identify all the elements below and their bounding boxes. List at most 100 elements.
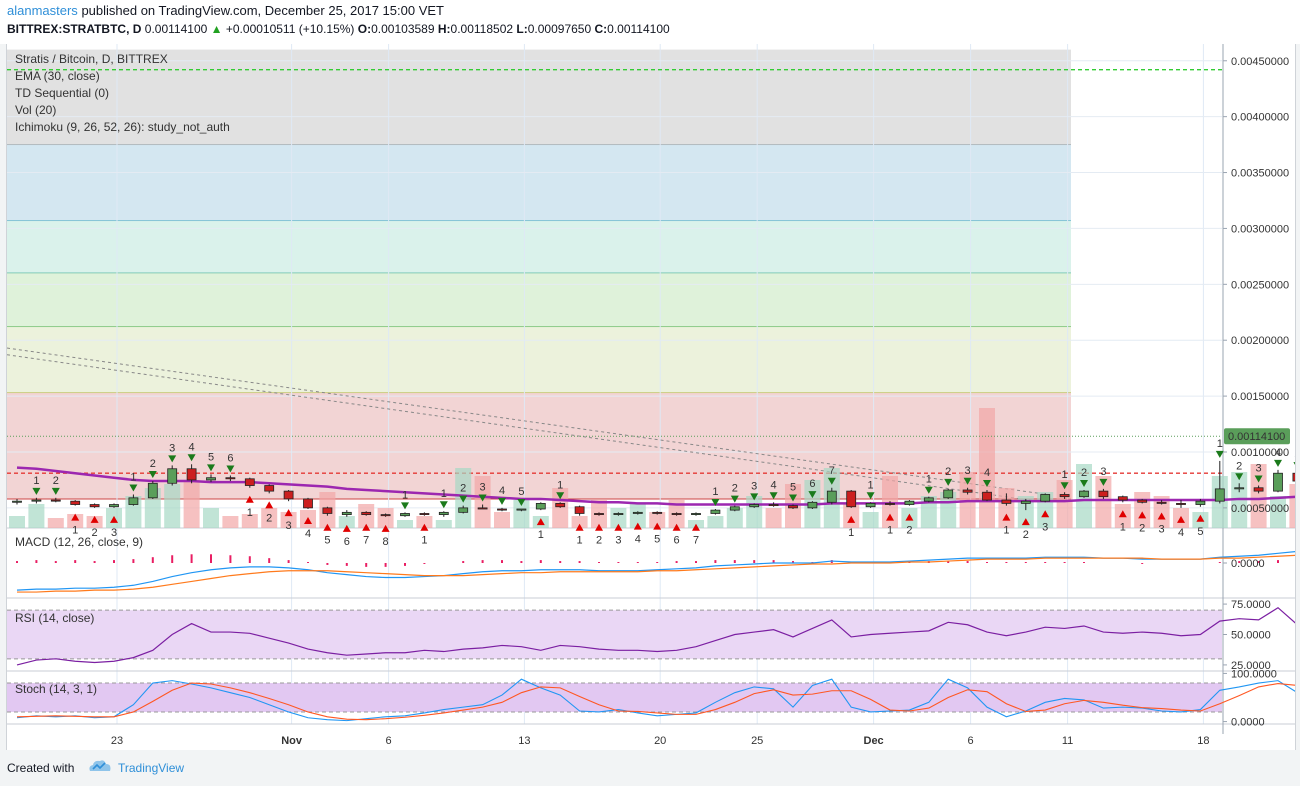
td-count-label: 5 [518,486,524,498]
time-tick-label: 23 [111,735,123,747]
td-count-label: 5 [654,534,660,546]
candle-body [1020,500,1031,504]
td-buy-arrow-icon [90,515,99,523]
td-count-label: 2 [732,483,738,495]
td-sell-arrow-icon [1215,450,1224,458]
fib-zone-1 [7,144,1071,221]
stoch-legend[interactable]: Stoch (14, 3, 1) [15,682,98,696]
td-sell-arrow-icon [924,486,933,494]
candle-body [1059,494,1070,498]
td-count-label: 1 [421,535,427,547]
td-sell-arrow-icon [808,491,817,499]
stoch-tick-label: 0.0000 [1231,717,1265,729]
volume-bar [9,516,25,528]
rsi-tick-label: 50.0000 [1231,630,1271,642]
volume-bar [203,508,219,528]
candle-body [768,504,779,507]
td-count-label: 1 [1217,438,1223,450]
legend-study-vol[interactable]: Vol (20) [15,103,57,117]
rsi-tick-label: 25.0000 [1231,660,1271,672]
volume-bar [377,508,394,528]
td-count-label: 3 [1100,466,1106,478]
volume-bar [1250,464,1267,528]
td-count-label: 1 [1062,469,1068,481]
volume-bar [649,512,666,528]
tradingview-link[interactable]: TradingView [118,761,185,775]
td-count-label: 2 [596,535,602,547]
td-count-label: 1 [1003,525,1009,537]
legend-study-ema[interactable]: EMA (30, close) [15,69,100,83]
td-buy-arrow-icon [265,501,274,509]
price-tick-label: 0.00200000 [1231,335,1289,347]
rsi-legend[interactable]: RSI (14, close) [15,611,95,625]
header-bar: alanmasters published on TradingView.com… [0,0,1300,44]
legend-study-td[interactable]: TD Sequential (0) [15,86,110,100]
td-count-label: 3 [286,520,292,532]
candle-body [535,503,546,510]
td-buy-arrow-icon [245,495,254,503]
td-buy-arrow-icon [595,523,603,531]
close-value: 0.00114100 [607,22,670,36]
fib-zone-3 [7,273,1071,327]
time-tick-label: 25 [751,735,763,747]
macd-legend[interactable]: MACD (12, 26, close, 9) [15,535,144,549]
candle-body [516,508,527,511]
td-sell-arrow-icon [401,502,409,510]
candle-body [477,507,488,510]
last-price-label: 0.00114100 [1228,431,1285,443]
rsi-band [7,610,1222,659]
volume-bar [435,520,452,528]
time-tick-label: 6 [968,735,974,747]
td-count-label: 2 [53,475,59,487]
td-sell-arrow-icon [51,487,60,495]
volume-bar [183,480,200,528]
td-count-label: 1 [887,525,893,537]
candle-body [1176,503,1186,505]
td-sell-arrow-icon [226,465,235,473]
time-tick-label: 18 [1197,735,1209,747]
td-sell-arrow-icon [439,501,448,509]
volume-bar [552,488,569,528]
rsi-tick-label: 75.0000 [1231,599,1271,611]
stoch-tick-label: 100.0000 [1231,668,1277,680]
td-sell-arrow-icon [1080,479,1088,487]
td-count-label: 1 [402,489,408,501]
symbol-label: BITTREX:STRATBTC, D [7,22,142,36]
last-value: 0.00114100 [144,22,208,36]
td-buy-arrow-icon [1196,514,1205,522]
time-tick-label: Dec [864,735,884,747]
macd-tick-label: 0.0000 [1231,558,1265,570]
candle-body [574,506,585,514]
price-legend: Stratis / Bitcoin, D, BITTREX EMA (30, c… [15,51,230,136]
td-count-label: 4 [499,485,505,497]
open-label: O: [357,22,372,36]
td-buy-arrow-icon [304,516,312,524]
td-count-label: 1 [577,535,583,547]
candle-body [1234,487,1245,490]
td-count-label: 1 [557,479,563,491]
stoch-band [7,683,1222,712]
td-sell-arrow-icon [207,464,215,472]
td-buy-arrow-icon [1138,511,1147,519]
candle-body [400,513,410,517]
volume-bar [513,500,530,528]
volume-bar [241,514,258,528]
td-count-label: 3 [169,442,175,454]
volume-bar [629,504,646,528]
volume-bar [222,516,239,528]
td-buy-arrow-icon [110,515,118,523]
td-sell-arrow-icon [750,493,759,501]
td-buy-arrow-icon [1002,513,1011,521]
candle-body [458,507,469,513]
td-sell-arrow-icon [168,455,177,463]
legend-study-ichimoku[interactable]: Ichimoku (9, 26, 52, 26): study_not_auth [15,120,230,134]
td-sell-arrow-icon [730,495,739,503]
volume-bar [47,518,64,528]
volume-bar [571,516,588,528]
author-link[interactable]: alanmasters [7,3,78,18]
candle-body [1156,501,1167,504]
td-count-label: 1 [868,479,874,491]
td-count-label: 3 [1159,524,1165,536]
